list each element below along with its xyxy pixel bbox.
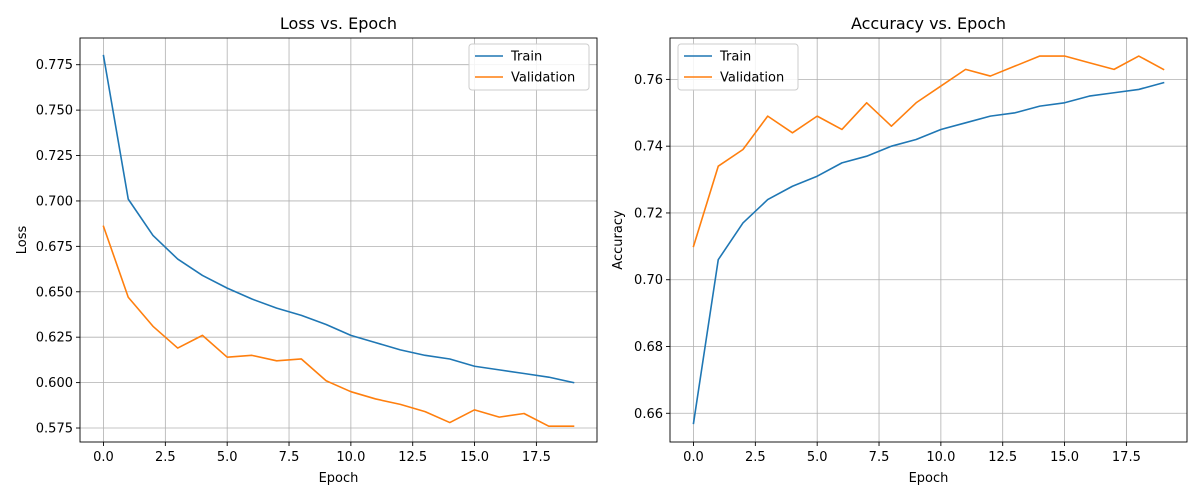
loss-y-tick-label: 0.750 bbox=[36, 104, 73, 119]
loss-y-tick-label: 0.650 bbox=[36, 285, 73, 300]
accuracy-y-tick-label: 0.76 bbox=[634, 73, 663, 88]
accuracy-x-tick-label: 0.0 bbox=[683, 450, 704, 465]
loss-x-tick-label: 5.0 bbox=[217, 450, 238, 465]
accuracy-series-line-validation bbox=[692, 55, 1165, 248]
loss-y-tick-label: 0.600 bbox=[36, 376, 73, 391]
accuracy-chart-title: Accuracy vs. Epoch bbox=[851, 14, 1006, 33]
loss-y-tick-label: 0.675 bbox=[36, 240, 73, 255]
loss-legend-label-validation: Validation bbox=[511, 71, 575, 86]
accuracy-x-tick-label: 10.0 bbox=[926, 450, 955, 465]
accuracy-x-tick-label: 7.5 bbox=[869, 450, 890, 465]
loss-legend-label-train: Train bbox=[510, 50, 542, 65]
accuracy-x-tick-label: 2.5 bbox=[745, 450, 766, 465]
loss-x-tick-label: 7.5 bbox=[279, 450, 300, 465]
accuracy-y-tick-label: 0.68 bbox=[634, 340, 663, 355]
accuracy-x-tick-label: 12.5 bbox=[988, 450, 1017, 465]
accuracy-y-tick-label: 0.74 bbox=[634, 140, 663, 155]
accuracy-y-tick-label: 0.72 bbox=[634, 206, 663, 221]
accuracy-x-axis-label: Epoch bbox=[909, 471, 949, 486]
loss-legend: Train Validation bbox=[468, 43, 590, 91]
accuracy-x-tick-label: 5.0 bbox=[807, 450, 828, 465]
loss-x-tick-label: 2.5 bbox=[155, 450, 176, 465]
loss-x-axis-label: Epoch bbox=[319, 471, 359, 486]
loss-x-tick-label: 0.0 bbox=[93, 450, 114, 465]
accuracy-x-tick-label: 15.0 bbox=[1050, 450, 1079, 465]
loss-x-tick-label: 15.0 bbox=[460, 450, 489, 465]
accuracy-legend: Train Validation bbox=[677, 43, 799, 91]
accuracy-x-tick-label: 17.5 bbox=[1112, 450, 1141, 465]
loss-y-tick-label: 0.575 bbox=[36, 422, 73, 437]
loss-y-tick-label: 0.725 bbox=[36, 149, 73, 164]
accuracy-y-axis-label: Accuracy bbox=[611, 210, 626, 270]
accuracy-y-tick-label: 0.66 bbox=[634, 407, 663, 422]
accuracy-chart: 0.0 2.5 5.0 7.5 10.0 12.5 15.0 17.5 0.66 0.68 0.70… bbox=[611, 14, 1188, 486]
loss-x-tick-label: 17.5 bbox=[522, 450, 551, 465]
loss-y-tick-label: 0.775 bbox=[36, 58, 73, 73]
loss-x-tick-label: 12.5 bbox=[398, 450, 427, 465]
loss-y-tick-label: 0.700 bbox=[36, 194, 73, 209]
accuracy-plot-frame bbox=[669, 37, 1188, 443]
loss-plot-frame bbox=[79, 37, 598, 443]
loss-y-axis-label: Loss bbox=[15, 226, 30, 255]
loss-x-tick-label: 10.0 bbox=[336, 450, 365, 465]
loss-series-line-validation bbox=[102, 225, 575, 428]
loss-chart: 0.0 2.5 5.0 7.5 10.0 12.5 15.0 17.5 0.575 0.600 0.… bbox=[15, 14, 598, 486]
accuracy-legend-label-validation: Validation bbox=[720, 71, 784, 86]
accuracy-series-line-train bbox=[692, 81, 1165, 425]
loss-chart-title: Loss vs. Epoch bbox=[280, 14, 397, 33]
loss-series-line-train bbox=[102, 54, 575, 384]
loss-y-tick-label: 0.625 bbox=[36, 331, 73, 346]
accuracy-y-tick-label: 0.70 bbox=[634, 273, 663, 288]
accuracy-legend-label-train: Train bbox=[719, 50, 751, 65]
